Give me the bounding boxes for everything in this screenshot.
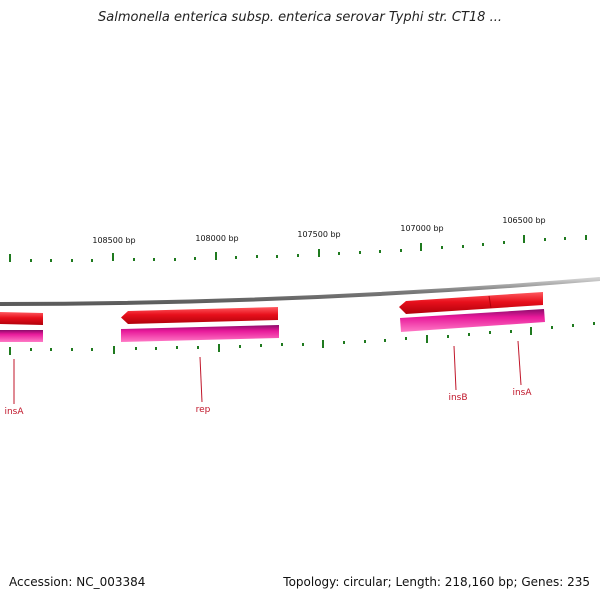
map-title: Salmonella enterica subsp. enterica sero…	[98, 10, 502, 25]
gene-feature-rep[interactable]	[121, 307, 279, 342]
scale-label-108500: 108500 bp	[92, 236, 135, 245]
topology-summary-text: Topology: circular; Length: 218,160 bp; …	[283, 575, 590, 589]
scale-label-106500: 106500 bp	[502, 216, 545, 225]
gene-label-insA-right[interactable]: insA	[512, 388, 532, 398]
gene-label-insB[interactable]: insB	[448, 393, 467, 403]
gene-feature-insB-insA-right[interactable]	[399, 292, 545, 332]
lower-tick-row	[9, 322, 595, 355]
gene-label-rep[interactable]: rep	[196, 405, 211, 415]
backbone-arc	[0, 277, 600, 306]
scale-label-107000: 107000 bp	[400, 224, 443, 233]
accession-text: Accession: NC_003384	[9, 575, 146, 589]
upper-tick-row	[9, 235, 587, 262]
gene-label-insA-left[interactable]: insA	[4, 407, 24, 417]
gene-leader-lines	[13, 340, 522, 404]
gene-feature-insA-left[interactable]	[0, 312, 43, 342]
scale-label-108000: 108000 bp	[195, 234, 238, 243]
scale-label-107500: 107500 bp	[297, 230, 340, 239]
